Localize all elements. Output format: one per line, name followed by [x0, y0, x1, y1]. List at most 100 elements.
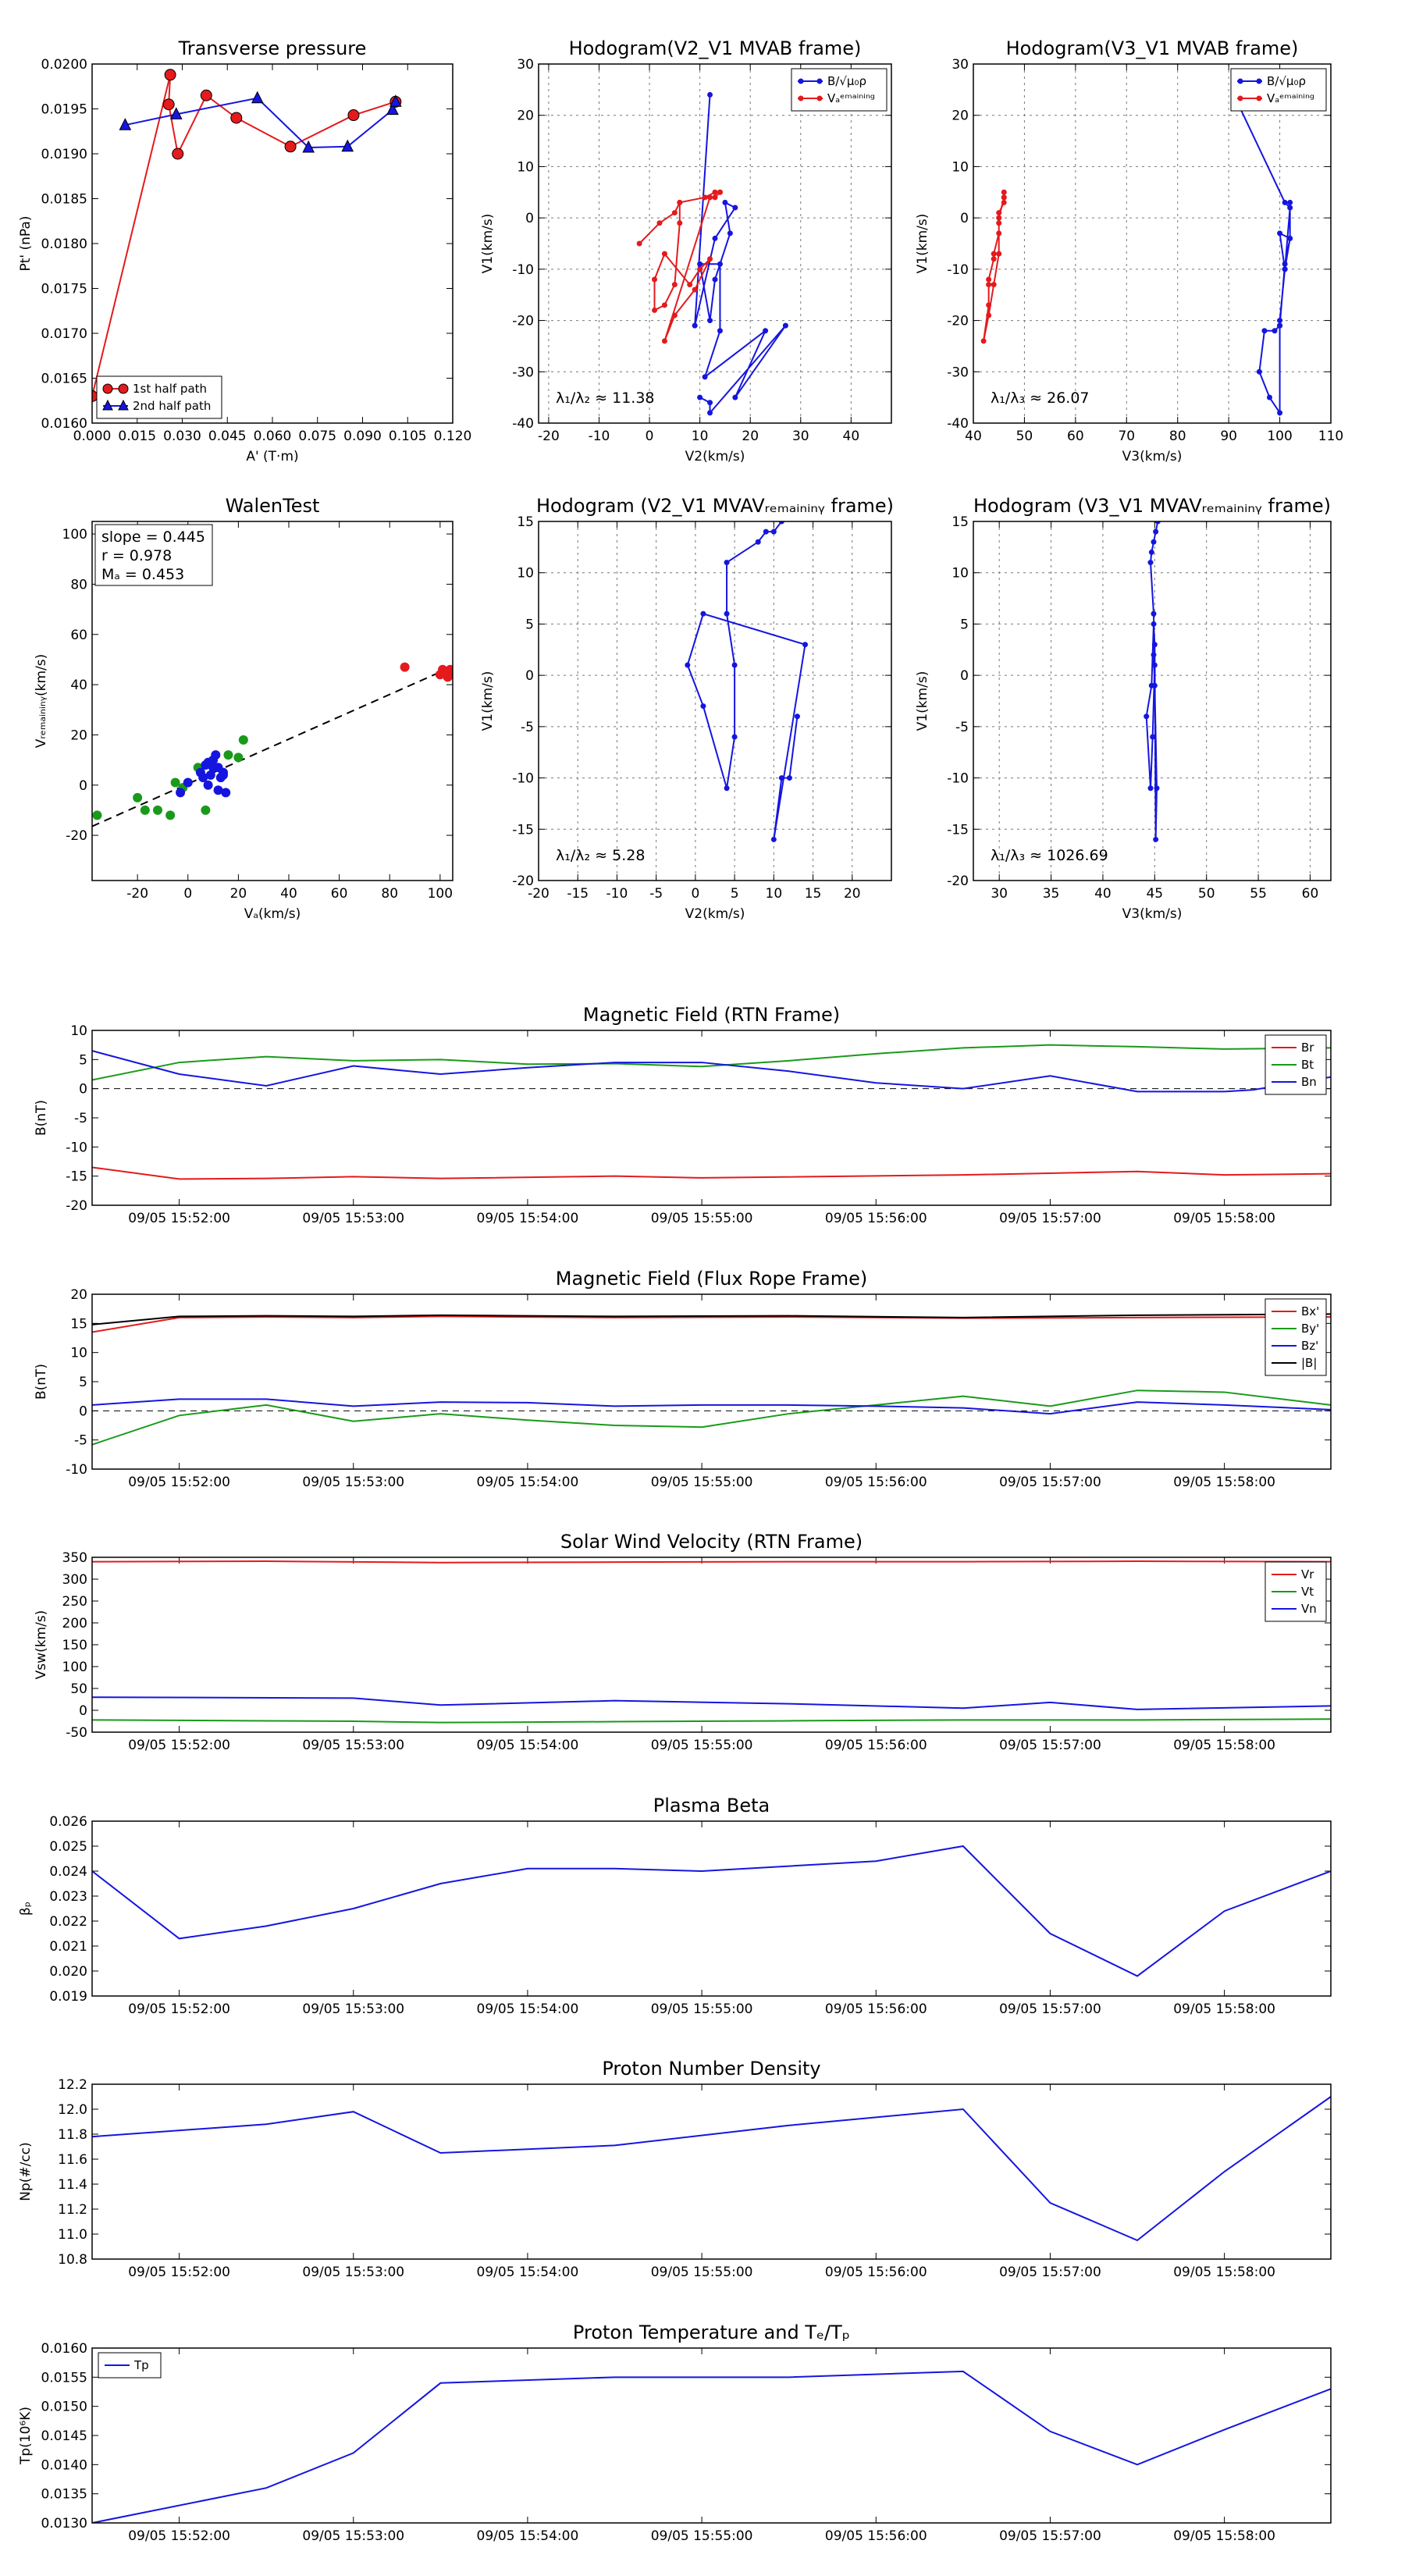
x-tick-label: 60: [1067, 429, 1084, 444]
scatter-point: [170, 777, 180, 788]
y-tick-label: 0: [79, 1703, 87, 1719]
legend-label: Vt: [1301, 1585, 1314, 1599]
x-tick-label: 09/05 15:58:00: [1173, 2001, 1275, 2017]
chart-title: Proton Number Density: [602, 2058, 820, 2080]
x-tick-label: 10: [692, 429, 709, 444]
series-line-B: [694, 94, 787, 415]
y-tick-label: 0.0190: [41, 147, 87, 162]
data-point: [302, 140, 315, 153]
data-point: [702, 194, 708, 201]
series-line-Bn: [92, 1050, 1331, 1093]
y-tick-label: 10: [517, 566, 534, 582]
y-tick-label: 0.026: [49, 1814, 87, 1830]
chart-title: Hodogram (V3_V1 MVAVᵣₑₘₐᵢₙᵢₙᵧ frame): [973, 495, 1331, 517]
plot-area: [92, 1044, 1331, 1180]
series-line-Vn: [92, 1696, 1331, 1710]
chart-title: Magnetic Field (RTN Frame): [583, 1004, 840, 1026]
y-tick-label: 10.8: [58, 2252, 87, 2268]
legend-marker: [798, 78, 804, 84]
legend-label: B/√μ₀ρ: [1267, 74, 1306, 88]
y-tick-label: -50: [66, 1725, 87, 1741]
scatter-point: [219, 770, 228, 780]
data-point: [986, 282, 992, 288]
legend-label: Tp: [133, 2358, 149, 2372]
y-tick-label: -5: [955, 720, 969, 735]
y-tick-label: 10: [517, 159, 534, 175]
y-tick-label: 350: [62, 1550, 87, 1566]
x-tick-label: -15: [567, 886, 589, 902]
x-tick-label: 09/05 15:52:00: [128, 2528, 230, 2544]
x-tick-label: 0.015: [118, 429, 156, 444]
data-point: [707, 194, 713, 201]
series-line-beta: [92, 1845, 1331, 1977]
data-point: [251, 91, 264, 104]
data-point: [1001, 199, 1007, 205]
data-point: [717, 189, 723, 195]
x-tick-label: 09/05 15:56:00: [825, 2265, 927, 2280]
data-point: [724, 785, 730, 792]
data-point: [200, 89, 212, 101]
data-point: [724, 610, 730, 617]
data-point: [230, 112, 243, 124]
y-tick-label: 0.0170: [41, 326, 87, 342]
x-tick-label: -20: [528, 886, 550, 902]
data-point: [707, 318, 713, 324]
legend-label: B/√μ₀ρ: [827, 74, 866, 88]
data-point: [697, 261, 703, 267]
y-tick-label: 0.0160: [41, 416, 87, 432]
data-point: [763, 528, 769, 535]
x-tick-label: 09/05 15:58:00: [1173, 1475, 1275, 1490]
legend-marker: [1237, 78, 1243, 84]
y-tick-label: 0: [525, 211, 534, 226]
plot-area: [92, 1313, 1331, 1446]
data-point: [991, 282, 997, 288]
y-tick-label: -10: [947, 771, 969, 787]
data-point: [786, 775, 792, 781]
data-point: [770, 836, 777, 842]
legend: B/√μ₀ρ Vₐᵉᵐᵃⁱⁿⁱⁿᵍ: [1230, 68, 1327, 112]
y-tick-label: 80: [70, 577, 87, 592]
data-point: [697, 266, 703, 272]
data-point: [712, 189, 718, 195]
data-point: [386, 102, 399, 116]
x-tick-label: 80: [1169, 429, 1186, 444]
y-axis-label: B(nT): [34, 1100, 49, 1136]
x-axis-label: V2(km/s): [685, 449, 745, 464]
legend: Vr Vt Vn: [1264, 1561, 1327, 1622]
legend-marker: [1237, 95, 1243, 101]
series-line-By': [92, 1389, 1331, 1446]
panel-np: Proton Number Density 09/05 15:52:00 09/05…: [18, 2058, 1332, 2280]
x-tick-label: 09/05 15:56:00: [825, 1211, 927, 1226]
y-tick-label: -10: [66, 1140, 87, 1155]
y-axis-label: Vᵣₑₘₐᵢₙᵢₙᵧ(km/s): [34, 654, 49, 749]
plot-frame: [91, 1820, 1332, 1997]
y-tick-label: 15: [951, 514, 969, 530]
y-tick-label: 20: [517, 109, 534, 124]
data-point: [692, 286, 698, 293]
y-tick-label: 0.024: [49, 1864, 87, 1880]
x-tick-label: 09/05 15:53:00: [302, 1738, 404, 1753]
scatter-point: [233, 753, 244, 763]
y-tick-label: -15: [512, 822, 534, 838]
x-tick-label: 0: [646, 429, 654, 444]
x-tick-label: 09/05 15:54:00: [477, 1738, 579, 1753]
x-tick-label: 0.120: [434, 429, 472, 444]
ratio-note: λ₁/λ₃ ≈ 1026.69: [991, 847, 1108, 864]
series-line-|B|: [92, 1313, 1331, 1325]
data-point: [700, 610, 706, 617]
y-tick-label: 0.025: [49, 1839, 87, 1855]
data-point: [782, 322, 788, 329]
y-tick-label: 0.0145: [41, 2428, 87, 2444]
x-tick-label: 09/05 15:55:00: [651, 2528, 753, 2544]
x-tick-label: 09/05 15:57:00: [999, 2001, 1101, 2017]
series-line-Bx': [92, 1315, 1331, 1333]
y-tick-label: 60: [70, 628, 87, 643]
y-tick-label: -15: [947, 822, 969, 838]
data-point: [172, 148, 184, 160]
y-tick-label: 30: [517, 57, 534, 73]
x-tick-label: 09/05 15:53:00: [302, 2528, 404, 2544]
plot-frame: [973, 521, 1332, 881]
data-point: [1144, 713, 1150, 720]
data-point: [1272, 328, 1278, 334]
x-tick-label: 20: [230, 886, 247, 902]
